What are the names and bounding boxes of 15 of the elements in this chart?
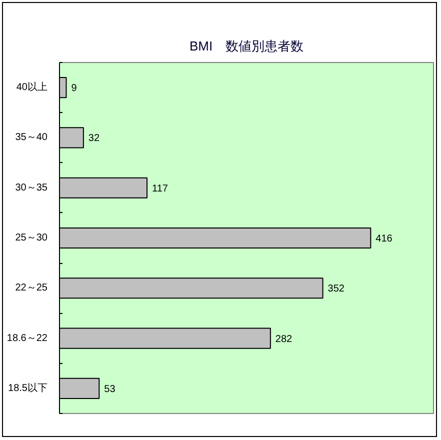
y-tick-label: 18.6～22 [6,332,48,344]
y-tick-label: 18.5以下 [8,382,48,394]
chart-title: BMI 数値別患者数 [189,38,304,54]
data-label: 416 [376,234,393,244]
y-tick-label: 40以上 [16,81,48,94]
data-label: 117 [152,183,168,194]
y-tick-label: 25～30 [15,232,48,244]
y-tick-label: 30～35 [15,182,48,194]
y-tick-label: 22～25 [15,282,48,294]
data-label: 32 [88,133,100,144]
data-label: 53 [104,384,116,395]
y-tick-label: 35～40 [15,132,48,144]
data-label: 9 [71,83,78,94]
data-label: 352 [328,284,345,295]
data-label: 282 [275,334,293,345]
